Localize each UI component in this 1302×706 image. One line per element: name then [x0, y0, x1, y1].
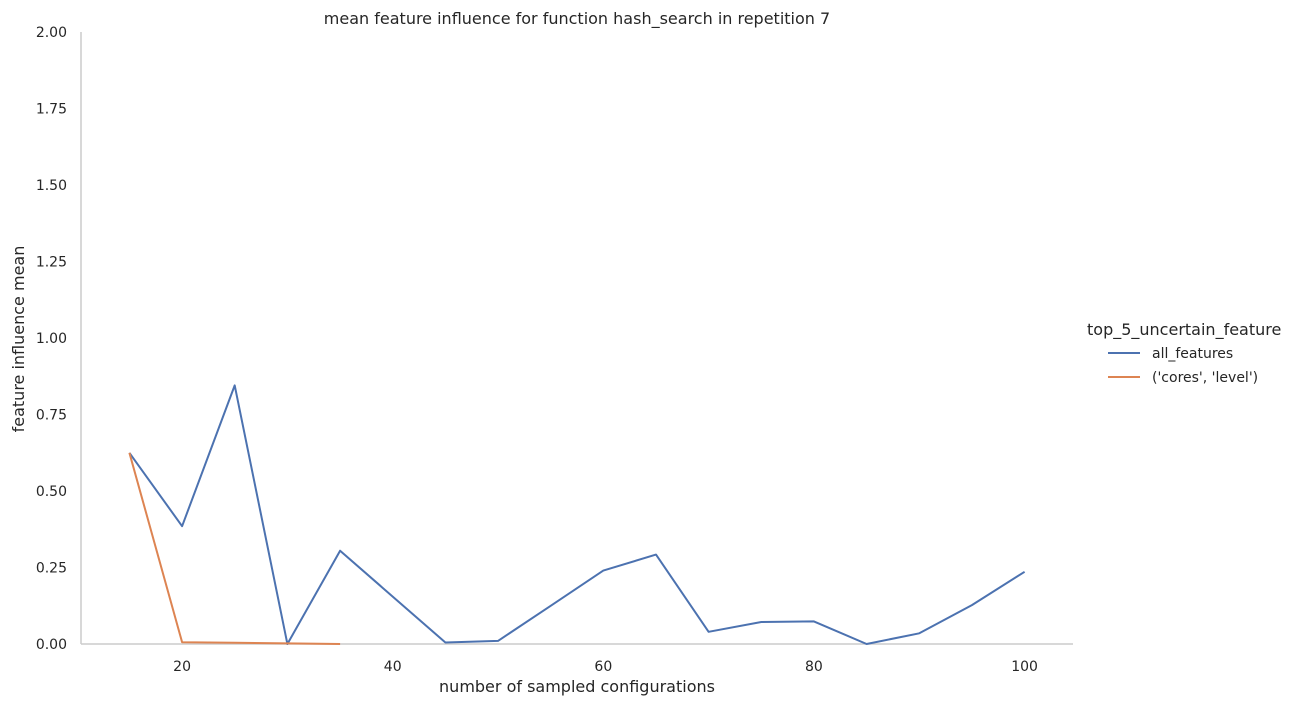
x-tick-label: 100	[1011, 659, 1038, 675]
legend-title: top_5_uncertain_feature	[1087, 320, 1281, 340]
y-tick-label: 1.75	[36, 102, 67, 118]
x-tick-labels: 20 40 60 80 100	[173, 659, 1038, 675]
legend-entry-cores-level: ('cores', 'level')	[1152, 370, 1258, 386]
y-tick-label: 2.00	[36, 25, 67, 41]
x-axis-label: number of sampled configurations	[439, 677, 715, 696]
legend: top_5_uncertain_feature all_features ('c…	[1087, 320, 1281, 386]
x-tick-label: 40	[384, 659, 402, 675]
y-axis-label: feature influence mean	[9, 246, 28, 433]
chart-title: mean feature influence for function hash…	[324, 9, 830, 29]
y-tick-label: 0.25	[36, 561, 67, 577]
y-tick-label: 0.00	[36, 637, 67, 653]
series-lines	[128, 384, 1026, 645]
y-tick-label: 0.50	[36, 484, 67, 500]
x-tick-label: 80	[805, 659, 823, 675]
y-tick-label: 0.75	[36, 408, 67, 424]
y-tick-label: 1.50	[36, 178, 67, 194]
y-tick-labels: 0.00 0.25 0.50 0.75 1.00 1.25 1.50 1.75 2.00	[36, 25, 67, 653]
series-line-cores-level	[128, 452, 341, 645]
y-tick-label: 1.00	[36, 331, 67, 347]
x-tick-label: 20	[173, 659, 191, 675]
legend-entry-all-features: all_features	[1152, 346, 1233, 362]
x-tick-label: 60	[594, 659, 612, 675]
series-line-all-features	[128, 384, 1026, 645]
y-tick-label: 1.25	[36, 255, 67, 271]
